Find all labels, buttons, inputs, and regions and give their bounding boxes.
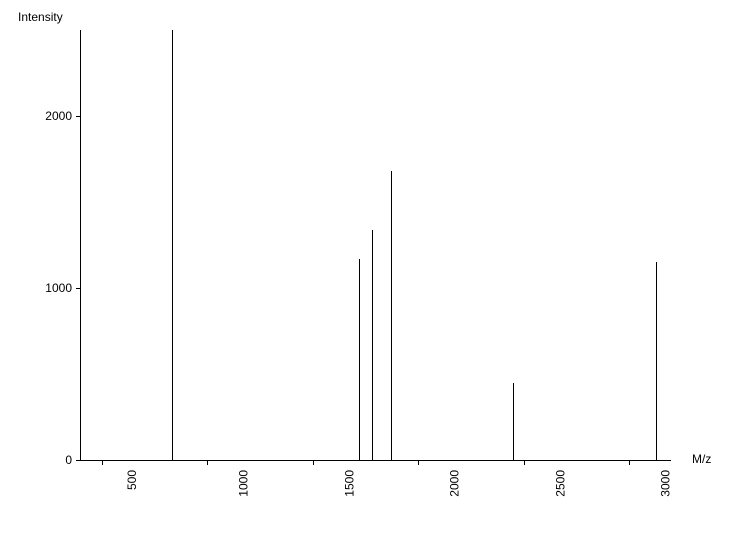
x-tick-mark xyxy=(102,460,103,465)
x-tick-label: 2000 xyxy=(448,470,462,497)
x-tick-label: 500 xyxy=(125,470,139,490)
y-tick-mark xyxy=(76,460,81,461)
x-tick-mark xyxy=(207,460,208,465)
spectrum-peak xyxy=(372,230,373,460)
spectrum-peak xyxy=(513,383,514,460)
y-tick-mark xyxy=(76,288,81,289)
y-tick-label: 1000 xyxy=(32,281,72,295)
x-tick-label: 1000 xyxy=(237,470,251,497)
spectrum-peak xyxy=(391,171,392,460)
x-tick-label: 1500 xyxy=(342,470,356,497)
y-axis-label: Intensity xyxy=(18,10,63,24)
y-tick-label: 2000 xyxy=(32,109,72,123)
mass-spectrum-chart: Intensity M/z 0 1000 2000 500 1000 1500 2000 25… xyxy=(0,0,750,540)
spectrum-peak xyxy=(172,30,173,460)
spectrum-peak xyxy=(359,259,360,460)
x-tick-mark xyxy=(629,460,630,465)
x-tick-mark xyxy=(418,460,419,465)
x-tick-mark xyxy=(524,460,525,465)
plot-area xyxy=(80,30,671,461)
y-tick-label: 0 xyxy=(32,453,72,467)
spectrum-peak xyxy=(656,262,657,460)
x-tick-mark xyxy=(313,460,314,465)
x-tick-label: 3000 xyxy=(659,470,673,497)
x-axis-label: M/z xyxy=(692,452,711,466)
x-tick-label: 2500 xyxy=(553,470,567,497)
y-tick-mark xyxy=(76,116,81,117)
